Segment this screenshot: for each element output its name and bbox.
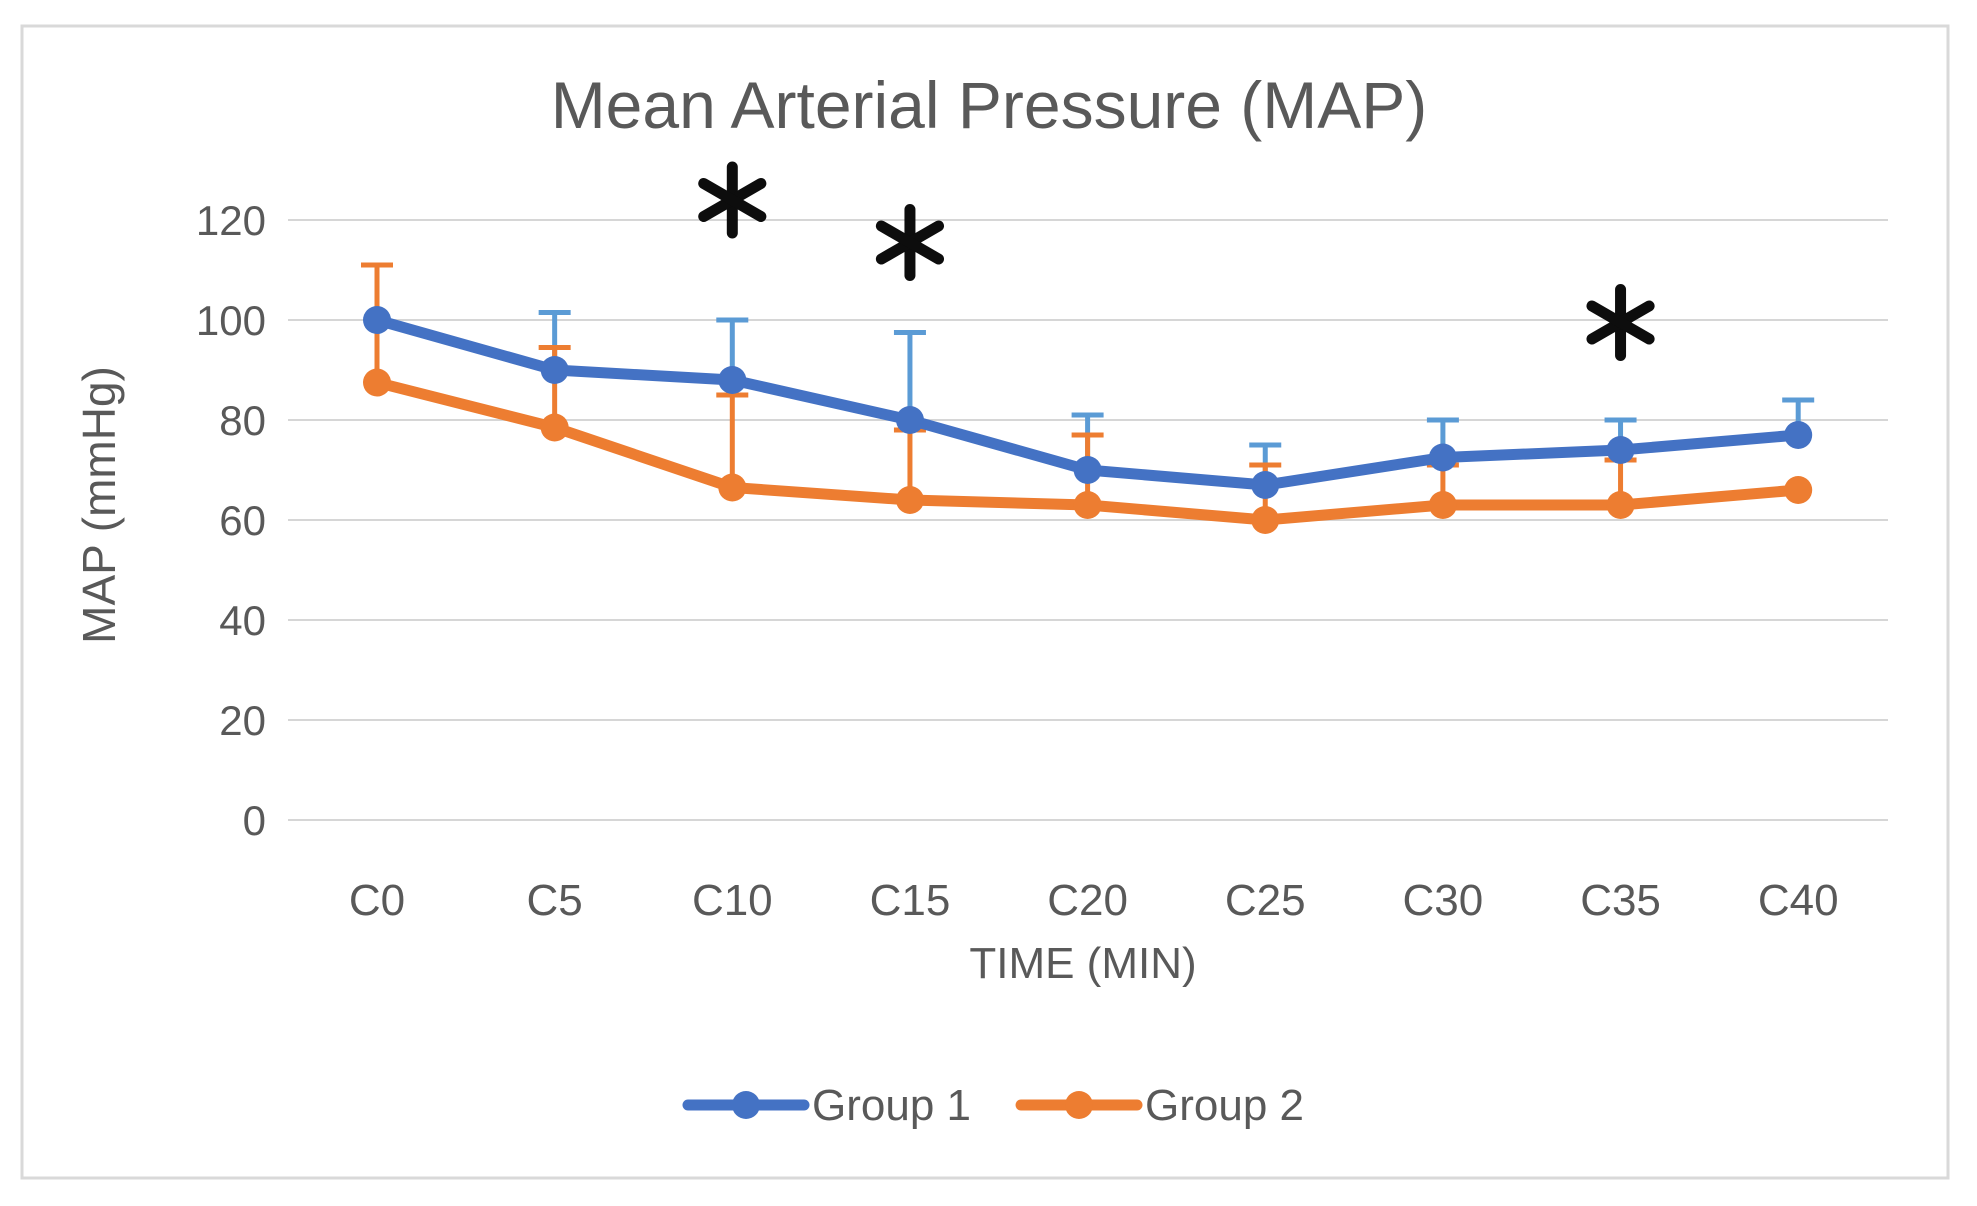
legend-label: Group 1 (812, 1081, 971, 1130)
legend-swatch-marker (1065, 1091, 1093, 1119)
data-point-marker (540, 413, 569, 442)
y-axis-title: MAP (mmHg) (73, 366, 125, 644)
x-tick-label: C20 (1047, 876, 1128, 925)
x-axis-title: TIME (MIN) (969, 939, 1196, 988)
x-tick-label: C40 (1758, 876, 1839, 925)
data-point-marker (895, 406, 924, 434)
x-tick-label: C30 (1403, 876, 1484, 925)
data-point-marker (1428, 443, 1457, 472)
legend: Group 1 Group 2 (682, 1081, 1304, 1130)
y-tick-label: 100 (196, 297, 266, 344)
significance-asterisk (1586, 284, 1655, 361)
significance-asterisk (875, 204, 945, 281)
data-point-marker (1606, 436, 1635, 464)
x-tick-label: C10 (692, 876, 773, 925)
figure-border (20, 24, 1950, 1180)
x-tick-label: C5 (527, 876, 583, 925)
asterisk-arm (1586, 300, 1655, 345)
data-point-marker (718, 473, 747, 502)
data-point-marker (1251, 471, 1280, 499)
y-tick-label: 80 (219, 397, 266, 444)
data-point-marker (718, 366, 747, 394)
significance-asterisks (698, 161, 1655, 361)
data-point-marker (363, 368, 391, 397)
data-point-marker (1073, 456, 1102, 484)
data-point-marker (1251, 506, 1280, 534)
y-tick-label: 60 (219, 497, 266, 544)
data-point-marker (1606, 491, 1635, 519)
data-point-marker (1073, 491, 1102, 519)
x-tick-label: C15 (870, 876, 951, 925)
chart-title: Mean Arterial Pressure (MAP) (551, 68, 1428, 142)
y-tick-label: 120 (196, 197, 266, 244)
x-tick-label: C35 (1580, 876, 1661, 925)
data-point-marker (1784, 476, 1813, 504)
data-point-marker (1428, 491, 1457, 519)
y-tick-label: 0 (243, 797, 266, 844)
legend-swatch-marker (732, 1091, 760, 1119)
y-tick-label: 40 (219, 597, 266, 644)
y-tick-label: 20 (219, 697, 266, 744)
legend-label: Group 2 (1145, 1081, 1304, 1130)
asterisk-arm (875, 220, 945, 265)
data-point-marker (1784, 421, 1813, 449)
x-tick-label: C25 (1225, 876, 1306, 925)
data-point-marker (540, 356, 569, 384)
significance-asterisk (698, 161, 767, 239)
y-axis-tick-labels: 0 20 40 60 80 100 120 (196, 197, 266, 844)
error-bars (361, 262, 1815, 520)
x-tick-label: C0 (349, 876, 405, 925)
data-point-marker (363, 306, 391, 334)
data-point-markers (363, 306, 1813, 534)
data-point-marker (895, 486, 924, 514)
x-axis-category-labels: C0 C5 C10 C15 C20 C25 C30 C35 C40 (349, 876, 1839, 925)
asterisk-arm (698, 178, 767, 222)
